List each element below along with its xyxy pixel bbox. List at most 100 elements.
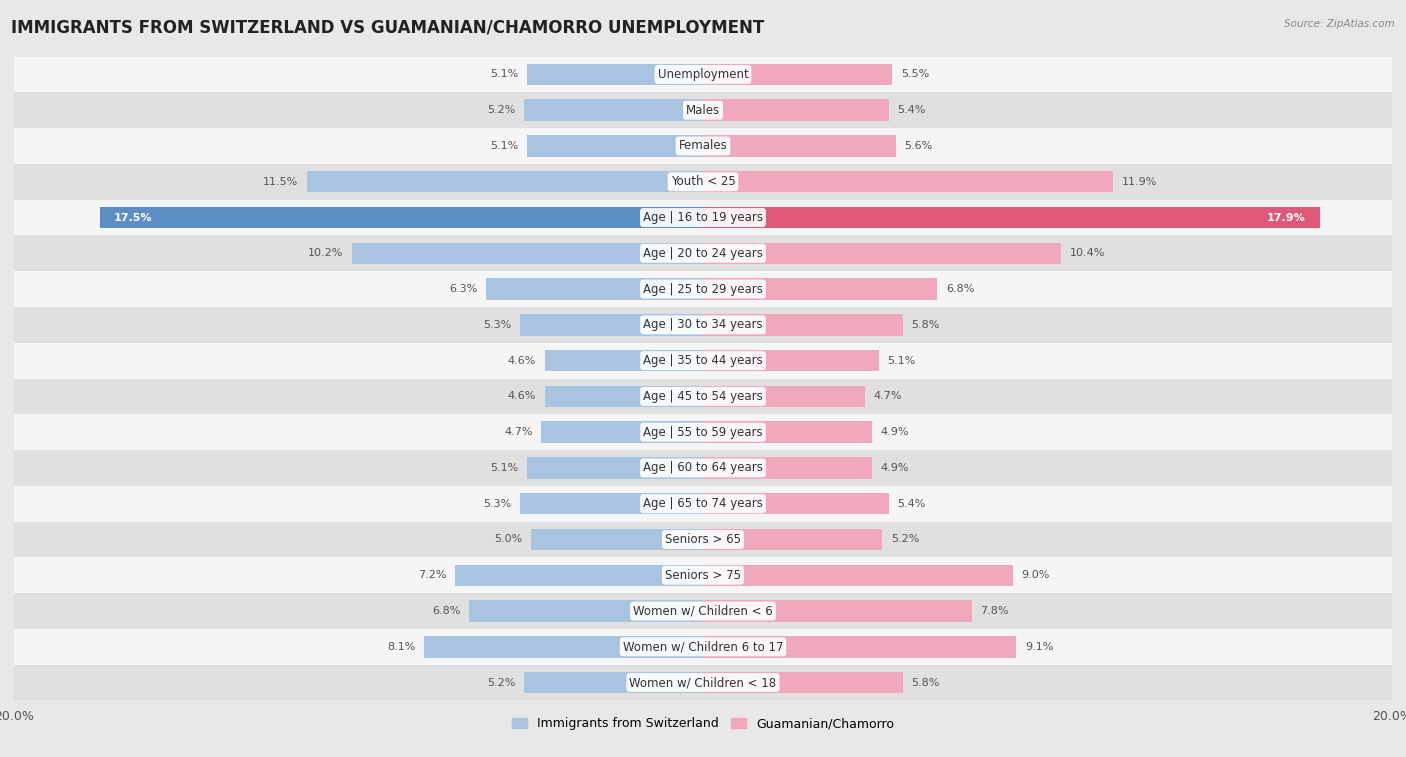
- Text: 5.5%: 5.5%: [901, 70, 929, 79]
- Text: 5.1%: 5.1%: [887, 356, 915, 366]
- Bar: [456, 565, 703, 586]
- Bar: [703, 99, 889, 121]
- Bar: [14, 665, 1392, 700]
- Bar: [520, 314, 703, 335]
- Bar: [100, 207, 703, 229]
- Text: 7.2%: 7.2%: [418, 570, 446, 580]
- Bar: [14, 557, 1392, 593]
- Bar: [527, 457, 703, 478]
- Text: 17.5%: 17.5%: [114, 213, 152, 223]
- Text: IMMIGRANTS FROM SWITZERLAND VS GUAMANIAN/CHAMORRO UNEMPLOYMENT: IMMIGRANTS FROM SWITZERLAND VS GUAMANIAN…: [11, 19, 765, 37]
- Bar: [307, 171, 703, 192]
- Text: 9.1%: 9.1%: [1025, 642, 1053, 652]
- Bar: [703, 171, 1114, 192]
- Text: 5.0%: 5.0%: [494, 534, 522, 544]
- Bar: [527, 64, 703, 86]
- Bar: [703, 457, 872, 478]
- Text: 4.7%: 4.7%: [503, 427, 533, 437]
- Bar: [703, 671, 903, 693]
- Bar: [14, 92, 1392, 128]
- Bar: [468, 600, 703, 621]
- Bar: [703, 207, 1320, 229]
- Text: 11.9%: 11.9%: [1122, 177, 1157, 187]
- Bar: [486, 279, 703, 300]
- Text: Age | 25 to 29 years: Age | 25 to 29 years: [643, 282, 763, 295]
- Text: Unemployment: Unemployment: [658, 68, 748, 81]
- Text: Age | 35 to 44 years: Age | 35 to 44 years: [643, 354, 763, 367]
- Text: 5.8%: 5.8%: [911, 320, 939, 330]
- Text: Age | 20 to 24 years: Age | 20 to 24 years: [643, 247, 763, 260]
- Bar: [703, 600, 972, 621]
- Text: 5.1%: 5.1%: [491, 463, 519, 473]
- Text: 4.9%: 4.9%: [880, 463, 908, 473]
- Text: Age | 16 to 19 years: Age | 16 to 19 years: [643, 211, 763, 224]
- Bar: [14, 235, 1392, 271]
- Bar: [703, 422, 872, 443]
- Text: 4.9%: 4.9%: [880, 427, 908, 437]
- Bar: [524, 99, 703, 121]
- Text: Women w/ Children < 18: Women w/ Children < 18: [630, 676, 776, 689]
- Bar: [703, 385, 865, 407]
- Text: Age | 60 to 64 years: Age | 60 to 64 years: [643, 462, 763, 475]
- Bar: [14, 450, 1392, 486]
- Bar: [544, 350, 703, 372]
- Bar: [14, 486, 1392, 522]
- Bar: [703, 565, 1012, 586]
- Text: Age | 30 to 34 years: Age | 30 to 34 years: [643, 319, 763, 332]
- Text: 6.8%: 6.8%: [432, 606, 460, 616]
- Bar: [703, 493, 889, 515]
- Text: 5.3%: 5.3%: [484, 499, 512, 509]
- Bar: [14, 57, 1392, 92]
- Bar: [14, 200, 1392, 235]
- Bar: [703, 636, 1017, 658]
- Text: 4.6%: 4.6%: [508, 356, 536, 366]
- Bar: [703, 136, 896, 157]
- Bar: [352, 242, 703, 264]
- Text: Age | 55 to 59 years: Age | 55 to 59 years: [643, 425, 763, 438]
- Bar: [14, 343, 1392, 378]
- Legend: Immigrants from Switzerland, Guamanian/Chamorro: Immigrants from Switzerland, Guamanian/C…: [512, 718, 894, 731]
- Text: 4.6%: 4.6%: [508, 391, 536, 401]
- Bar: [14, 629, 1392, 665]
- Bar: [14, 307, 1392, 343]
- Text: 10.2%: 10.2%: [308, 248, 343, 258]
- Text: 7.8%: 7.8%: [980, 606, 1008, 616]
- Bar: [14, 128, 1392, 164]
- Text: Seniors > 65: Seniors > 65: [665, 533, 741, 546]
- Text: 5.8%: 5.8%: [911, 678, 939, 687]
- Text: Age | 45 to 54 years: Age | 45 to 54 years: [643, 390, 763, 403]
- Text: 6.8%: 6.8%: [946, 284, 974, 294]
- Text: Females: Females: [679, 139, 727, 152]
- Text: 5.1%: 5.1%: [491, 141, 519, 151]
- Text: Youth < 25: Youth < 25: [671, 176, 735, 188]
- Bar: [544, 385, 703, 407]
- Bar: [14, 271, 1392, 307]
- Text: 6.3%: 6.3%: [449, 284, 478, 294]
- Bar: [14, 414, 1392, 450]
- Bar: [14, 378, 1392, 414]
- Bar: [531, 528, 703, 550]
- Text: 10.4%: 10.4%: [1070, 248, 1105, 258]
- Bar: [703, 279, 938, 300]
- Bar: [14, 522, 1392, 557]
- Text: Males: Males: [686, 104, 720, 117]
- Bar: [14, 593, 1392, 629]
- Bar: [14, 164, 1392, 200]
- Bar: [703, 528, 882, 550]
- Text: 8.1%: 8.1%: [387, 642, 415, 652]
- Text: 9.0%: 9.0%: [1022, 570, 1050, 580]
- Bar: [703, 314, 903, 335]
- Bar: [541, 422, 703, 443]
- Text: Women w/ Children 6 to 17: Women w/ Children 6 to 17: [623, 640, 783, 653]
- Text: 5.4%: 5.4%: [897, 105, 927, 115]
- Bar: [703, 350, 879, 372]
- Bar: [703, 64, 893, 86]
- Text: 11.5%: 11.5%: [263, 177, 298, 187]
- Text: 4.7%: 4.7%: [873, 391, 903, 401]
- Text: 5.3%: 5.3%: [484, 320, 512, 330]
- Text: 5.2%: 5.2%: [486, 105, 515, 115]
- Text: 5.6%: 5.6%: [904, 141, 932, 151]
- Text: 5.4%: 5.4%: [897, 499, 927, 509]
- Text: 5.1%: 5.1%: [491, 70, 519, 79]
- Text: 5.2%: 5.2%: [486, 678, 515, 687]
